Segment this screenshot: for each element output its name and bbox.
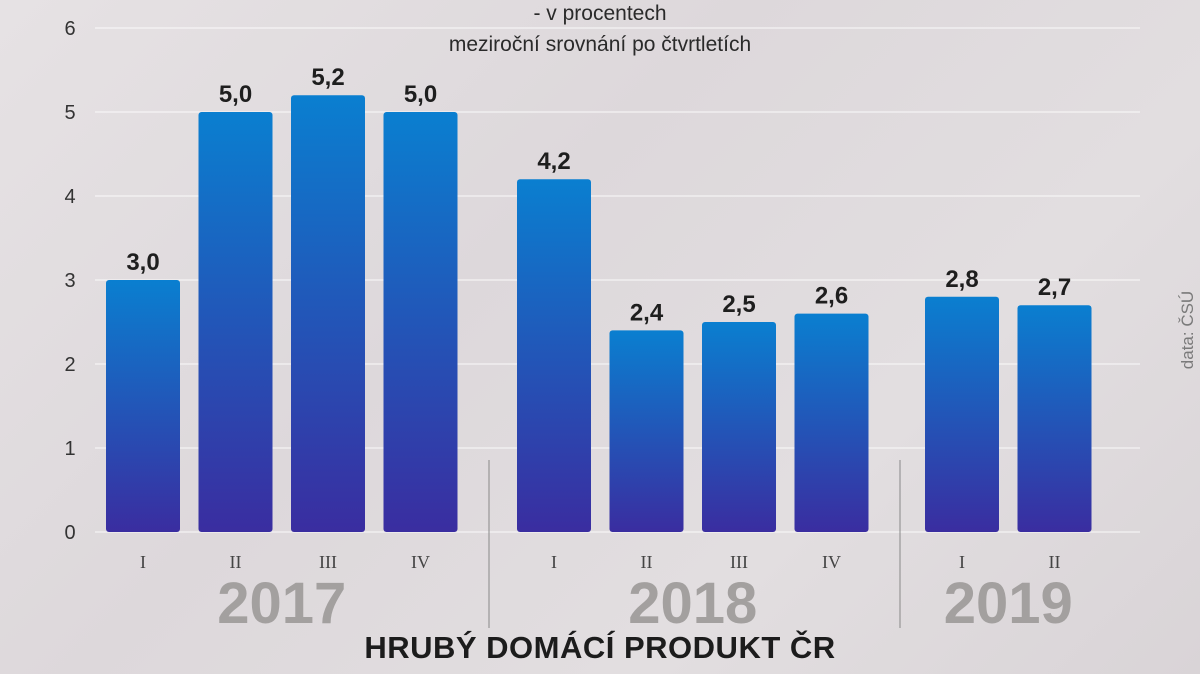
bar [702, 322, 776, 532]
chart-subtitle-unit: - v procentech [533, 2, 667, 25]
y-tick-label: 1 [64, 438, 75, 460]
bar-value-label: 3,0 [126, 249, 159, 276]
bar-value-label: 5,0 [219, 81, 252, 108]
bar [106, 280, 180, 532]
quarter-label: II [641, 552, 653, 572]
bar-value-label: 5,2 [311, 64, 344, 91]
bar-value-label: 2,4 [630, 299, 664, 326]
y-tick-label: 3 [64, 270, 75, 292]
y-tick-label: 2 [64, 354, 75, 376]
bar [291, 95, 365, 532]
bar [517, 179, 591, 532]
year-label: 2017 [217, 571, 346, 636]
bar-value-label: 5,0 [404, 81, 437, 108]
bar [609, 330, 684, 532]
bars: 3,0 5,0 5,2 5,0 4,2 2,4 2,5 2,6 2,8 2,7 [106, 64, 1092, 532]
bar-value-label: 2,7 [1038, 274, 1071, 301]
year-label: 2018 [628, 571, 757, 636]
quarter-label: I [140, 552, 146, 572]
quarter-label: I [959, 552, 965, 572]
year-label: 2019 [944, 571, 1073, 636]
quarter-label: II [230, 552, 242, 572]
bar [925, 296, 999, 532]
y-tick-label: 0 [64, 522, 75, 544]
quarter-label: I [551, 552, 557, 572]
quarter-label: II [1049, 552, 1061, 572]
bar-value-label: 4,2 [537, 148, 570, 175]
bar-value-label: 2,5 [722, 291, 755, 318]
quarter-label: III [319, 552, 337, 572]
chart-subtitle-description: meziroční srovnání po čtvrtletích [448, 33, 752, 56]
y-axis: 0 1 2 3 4 5 6 [64, 18, 75, 544]
bar [1017, 305, 1092, 532]
bar-value-label: 2,6 [815, 283, 848, 310]
y-tick-label: 6 [64, 18, 75, 40]
bar [383, 112, 458, 532]
quarter-label: IV [822, 552, 841, 572]
quarter-label: IV [411, 552, 430, 572]
group-separators [488, 460, 901, 628]
chart-title: HRUBÝ DOMÁCÍ PRODUKT ČR [364, 630, 836, 665]
y-tick-label: 4 [64, 186, 75, 208]
y-tick-label: 5 [64, 102, 75, 124]
bar [794, 313, 869, 532]
bar-value-label: 2,8 [945, 266, 978, 293]
bar [198, 112, 273, 532]
data-source: data: ČSÚ [1178, 290, 1197, 370]
quarter-label: III [730, 552, 748, 572]
